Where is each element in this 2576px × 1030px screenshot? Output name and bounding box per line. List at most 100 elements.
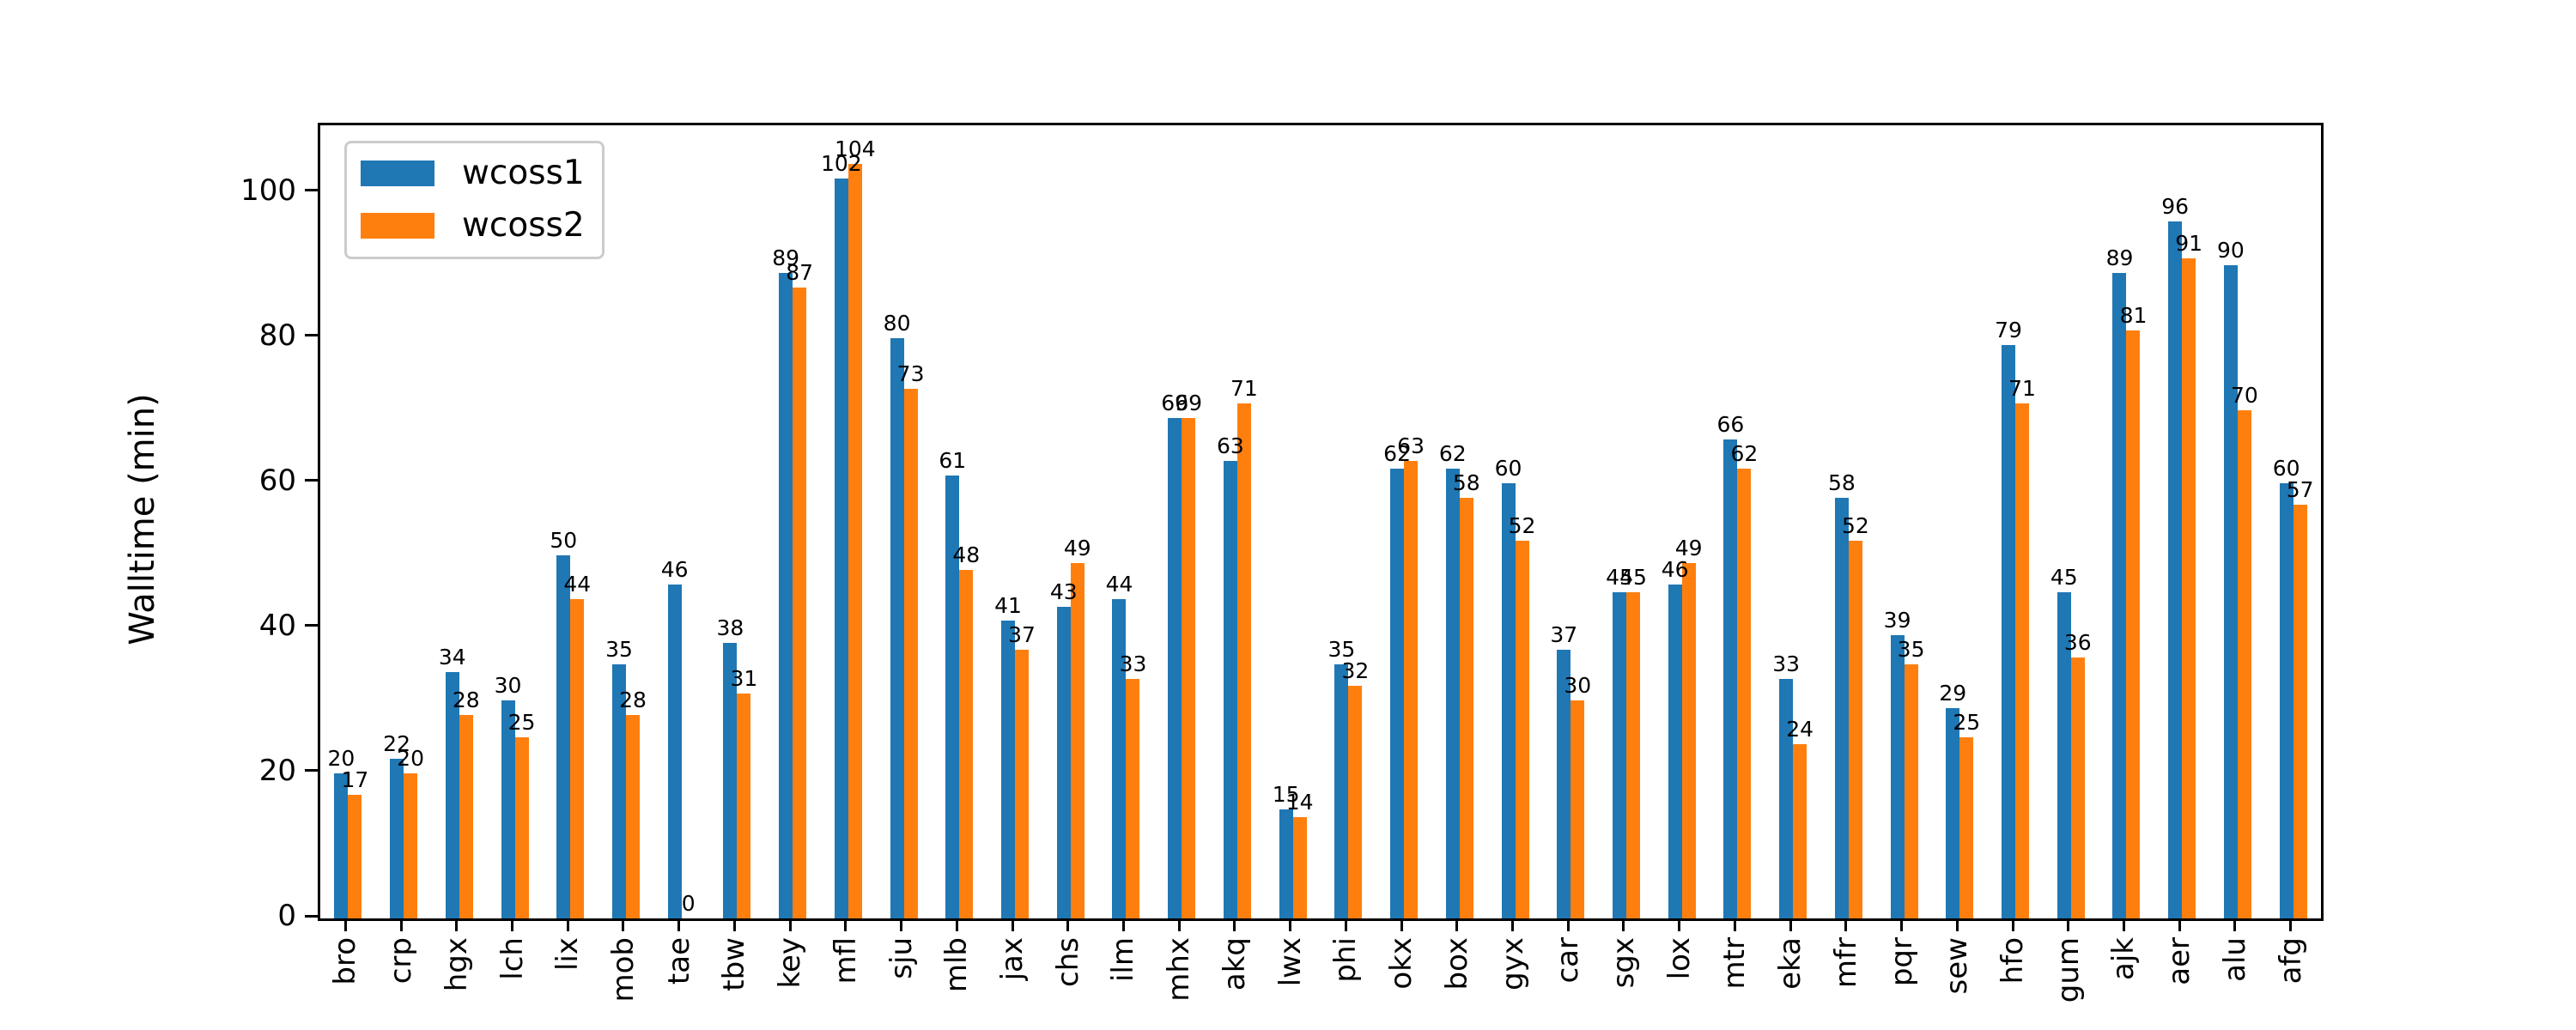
bar-wcoss2-akq: [1236, 403, 1251, 918]
bar-value-label-wcoss2-crp: 20: [397, 745, 424, 771]
bar-wcoss2-ajk: [2126, 330, 2141, 918]
x-tick-label-lch: lch: [495, 937, 530, 980]
bar-value-label-wcoss2-bro: 17: [341, 767, 369, 793]
bar-value-label-wcoss2-sju: 73: [896, 360, 925, 386]
legend-item-wcoss1: wcoss1: [361, 154, 585, 194]
bar-wcoss2-lwx: [1292, 816, 1307, 918]
legend-swatch-wcoss1: [361, 161, 434, 187]
bar-value-label-wcoss1-key: 89: [772, 245, 800, 270]
x-tick-mark-box: [1455, 918, 1459, 931]
bar-value-label-wcoss1-pqr: 39: [1883, 608, 1911, 633]
bar-wcoss2-lox: [1681, 562, 1696, 918]
bar-wcoss2-mlb: [959, 570, 974, 918]
bar-wcoss1-lox: [1668, 585, 1682, 918]
x-tick-mark-key: [788, 918, 792, 931]
bar-wcoss1-gum: [2057, 591, 2071, 918]
bar-wcoss1-lix: [556, 555, 571, 918]
y-tick-label-60: 60: [258, 463, 296, 498]
bar-value-label-wcoss1-ilm: 44: [1105, 572, 1133, 597]
bar-value-label-wcoss2-phi: 32: [1341, 658, 1370, 684]
plot-area: 20 17 22 20 34 28 30 25 50 44 35 28 46 0 38 31 89 87 102 10…: [318, 123, 2324, 921]
bar-wcoss2-mob: [625, 715, 640, 918]
bar-value-label-wcoss2-mtr: 62: [1730, 440, 1759, 466]
x-tick-label-jax: jax: [995, 937, 1030, 981]
bar-value-label-wcoss2-tbw: 31: [730, 665, 758, 691]
x-tick-mark-jax: [1011, 918, 1014, 931]
bar-value-label-wcoss2-mlb: 48: [952, 542, 981, 568]
bar-value-label-wcoss1-car: 37: [1550, 622, 1578, 648]
bar-value-label-wcoss1-crp: 22: [383, 731, 410, 757]
bar-value-label-wcoss2-afg: 57: [2286, 477, 2314, 503]
y-axis-title: Walltime (min): [123, 393, 162, 645]
x-tick-mark-lox: [1678, 918, 1681, 931]
x-tick-mark-gyx: [1511, 918, 1515, 931]
x-tick-label-mfl: mfl: [828, 937, 863, 985]
bar-value-label-wcoss2-tae: 0: [681, 891, 696, 916]
x-tick-mark-ajk: [2122, 918, 2125, 931]
bar-wcoss2-bro: [348, 795, 362, 918]
bar-wcoss2-okx: [1404, 461, 1419, 918]
x-tick-label-pqr: pqr: [1884, 937, 1919, 987]
x-tick-label-lwx: lwx: [1273, 937, 1308, 987]
bar-value-label-wcoss1-mfr: 58: [1827, 470, 1856, 495]
bar-wcoss1-mtr: [1723, 439, 1738, 918]
x-tick-mark-mlb: [955, 918, 958, 931]
x-tick-label-gyx: gyx: [1495, 937, 1530, 991]
x-tick-label-tbw: tbw: [717, 937, 752, 991]
x-tick-label-hgx: hgx: [439, 937, 474, 992]
x-tick-mark-chs: [1066, 918, 1070, 931]
bar-value-label-wcoss2-car: 30: [1564, 673, 1592, 699]
bar-wcoss1-hgx: [445, 671, 459, 918]
bar-wcoss2-mhx: [1182, 417, 1196, 918]
x-tick-mark-tbw: [732, 918, 736, 931]
bar-wcoss2-mtr: [1737, 468, 1752, 918]
bar-value-label-wcoss2-box: 58: [1452, 470, 1480, 495]
x-tick-mark-car: [1566, 918, 1570, 931]
x-tick-label-sju: sju: [884, 937, 919, 979]
bar-value-label-wcoss1-okx: 62: [1383, 440, 1411, 466]
bar-value-label-wcoss1-chs: 43: [1049, 579, 1078, 604]
bar-wcoss2-gyx: [1515, 541, 1529, 918]
bar-value-label-wcoss1-lix: 50: [550, 528, 578, 554]
y-tick-label-40: 40: [258, 608, 296, 643]
bar-wcoss1-gyx: [1501, 482, 1516, 918]
bar-value-label-wcoss1-box: 62: [1438, 440, 1467, 466]
x-tick-mark-lwx: [1289, 918, 1292, 931]
x-tick-mark-aer: [2178, 918, 2181, 931]
bar-wcoss2-alu: [2237, 410, 2251, 918]
x-tick-mark-pqr: [1900, 918, 1904, 931]
x-tick-label-lix: lix: [550, 937, 586, 972]
bar-wcoss1-bro: [334, 772, 349, 918]
bar-value-label-wcoss1-mtr: 66: [1716, 412, 1745, 438]
bar-wcoss2-tbw: [737, 693, 751, 918]
bar-wcoss1-akq: [1223, 461, 1237, 918]
x-tick-label-chs: chs: [1050, 937, 1085, 987]
x-tick-mark-sju: [900, 918, 903, 931]
x-tick-mark-gum: [2067, 918, 2070, 931]
bar-wcoss1-key: [779, 272, 793, 918]
bar-value-label-wcoss1-hfo: 79: [1995, 318, 2022, 343]
bar-wcoss2-jax: [1015, 650, 1030, 918]
x-tick-label-mlb: mlb: [939, 937, 975, 993]
bar-wcoss2-box: [1459, 497, 1473, 918]
x-tick-label-bro: bro: [328, 937, 363, 985]
bar-wcoss1-pqr: [1890, 635, 1905, 918]
bar-value-label-wcoss2-ilm: 33: [1119, 651, 1147, 677]
bar-value-label-wcoss1-aer: 96: [2161, 194, 2190, 220]
x-tick-mark-crp: [399, 918, 403, 931]
x-tick-label-gum: gum: [2050, 937, 2086, 1003]
x-tick-label-ilm: ilm: [1106, 937, 1141, 983]
bar-value-label-wcoss2-hfo: 71: [2008, 375, 2036, 401]
bar-wcoss1-hfo: [2002, 345, 2016, 918]
bar-value-label-wcoss1-sew: 29: [1939, 680, 1967, 706]
y-tick-label-80: 80: [258, 318, 296, 353]
x-tick-mark-afg: [2289, 918, 2293, 931]
bar-wcoss1-eka: [1779, 679, 1794, 918]
x-tick-label-afg: afg: [2273, 937, 2308, 985]
x-tick-mark-mob: [622, 918, 625, 931]
x-tick-label-akq: akq: [1217, 937, 1252, 991]
bar-wcoss1-sju: [890, 337, 904, 918]
x-tick-mark-alu: [2233, 918, 2237, 931]
y-tick-mark-0: [305, 914, 318, 918]
bar-value-label-wcoss1-mob: 35: [605, 637, 633, 663]
